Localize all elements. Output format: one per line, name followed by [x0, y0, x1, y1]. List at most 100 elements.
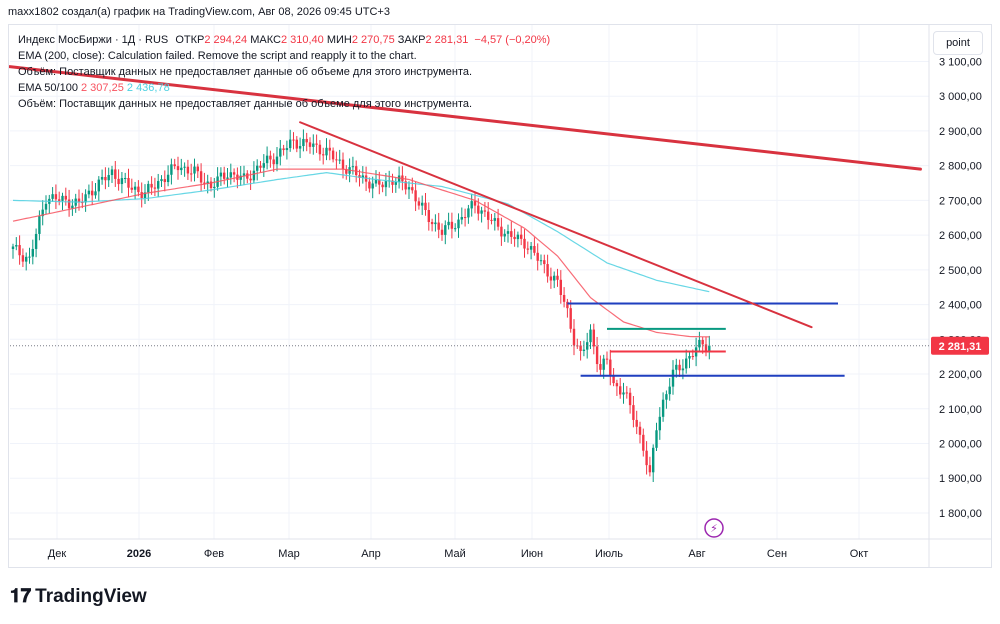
- candle-body: [107, 175, 110, 181]
- y-tick-label: 2 000,00: [939, 438, 982, 450]
- candle-body: [269, 155, 272, 160]
- candle-body: [226, 177, 229, 179]
- y-tick-label: 2 900,00: [939, 126, 982, 138]
- legend-change: −4,57 (−0,20%): [474, 34, 551, 46]
- candle-body: [460, 217, 463, 220]
- candle-body: [434, 222, 437, 225]
- candle-body: [427, 210, 430, 223]
- legend-close: 2 281,31: [425, 34, 469, 46]
- candle-body: [473, 201, 477, 206]
- candle-body: [305, 138, 308, 143]
- candle-body: [25, 256, 28, 262]
- candle-body: [15, 245, 18, 247]
- point-button[interactable]: point: [933, 31, 983, 55]
- candle-body: [381, 184, 384, 188]
- candle-body: [407, 187, 411, 190]
- candle-body: [493, 218, 496, 221]
- candlestick-chart[interactable]: 1 800,00 1 900,00 2 000,00 2 100,00 2 200,00…: [9, 25, 992, 568]
- candle-body: [173, 164, 176, 167]
- candle-body: [612, 375, 615, 384]
- candle-body: [199, 171, 203, 183]
- candle-body: [193, 166, 196, 174]
- candle-body: [206, 181, 209, 184]
- x-tick-label: Апр: [361, 548, 380, 560]
- candle-body: [58, 199, 61, 201]
- candle-body: [487, 211, 490, 220]
- candle-body: [454, 228, 457, 230]
- candle-body: [285, 148, 289, 151]
- tradingview-logo-text: TradingView: [35, 586, 147, 607]
- candle-body: [444, 225, 447, 235]
- candle-body: [292, 139, 295, 141]
- tradingview-logo[interactable]: 𝟏𝟕 TradingView: [10, 585, 147, 608]
- candle-body: [91, 190, 94, 196]
- x-tick-label: Июль: [595, 548, 623, 560]
- candle-body: [124, 177, 127, 179]
- candle-body: [378, 179, 381, 185]
- candle-body: [302, 138, 305, 147]
- candle-body: [54, 194, 58, 200]
- candle-body: [589, 329, 592, 343]
- legend-open: 2 294,24: [204, 34, 248, 46]
- candle-body: [229, 172, 232, 178]
- candle-body: [483, 210, 487, 212]
- candle-body: [246, 173, 249, 179]
- candle-body: [421, 202, 424, 206]
- candle-body: [318, 144, 322, 155]
- candle-body: [41, 209, 44, 217]
- tradingview-logo-icon: 𝟏𝟕: [10, 585, 32, 607]
- candle-body: [490, 219, 493, 221]
- x-tick-label: Окт: [850, 548, 869, 560]
- candle-body: [328, 147, 331, 151]
- candle-body: [100, 176, 104, 180]
- candle-body: [157, 181, 160, 189]
- candle-body: [331, 150, 335, 160]
- candle-body: [516, 234, 520, 240]
- candle-body: [526, 248, 529, 250]
- candle-body: [166, 174, 170, 183]
- legend-ema50-value: 2 307,25: [81, 82, 124, 94]
- legend-symbol: Индекс МосБиржи · 1Д · RUS: [18, 34, 169, 46]
- x-tick-label: Фев: [204, 548, 224, 560]
- candle-body: [120, 178, 124, 185]
- candle-body: [28, 256, 31, 258]
- candle-body: [655, 430, 658, 448]
- candle-body: [553, 275, 556, 281]
- candle-body: [417, 201, 421, 206]
- candle-body: [84, 194, 87, 203]
- chart-frame: [8, 24, 992, 568]
- candle-body: [272, 159, 275, 165]
- candle-body: [130, 187, 133, 190]
- candle-body: [34, 233, 38, 249]
- candle-body: [605, 358, 609, 360]
- candle-body: [275, 156, 279, 165]
- candle-body: [645, 450, 648, 466]
- candle-body: [513, 236, 516, 240]
- candle-body: [67, 199, 71, 209]
- candle-body: [61, 195, 64, 201]
- candle-body: [685, 358, 688, 369]
- candle-body: [232, 172, 236, 175]
- candle-body: [127, 177, 130, 188]
- candle-body: [87, 190, 91, 195]
- candle-body: [414, 190, 417, 202]
- legend-ema-row: EMA 50/100 2 307,25 2 436,78: [18, 80, 170, 96]
- candle-body: [648, 465, 652, 473]
- candle-body: [638, 426, 642, 435]
- candle-body: [368, 181, 371, 189]
- candle-body: [642, 434, 645, 451]
- long-trendline[interactable]: [9, 65, 922, 171]
- candle-body: [338, 159, 341, 161]
- candle-body: [11, 246, 15, 250]
- event-marker-icon[interactable]: [704, 518, 724, 538]
- candle-body: [391, 180, 394, 185]
- candle-body: [249, 178, 252, 181]
- x-tick-label: Авг: [688, 548, 705, 560]
- short-trendline[interactable]: [299, 121, 813, 329]
- candle-body: [150, 183, 153, 188]
- candle-body: [64, 195, 67, 200]
- candle-body: [312, 143, 315, 147]
- candle-body: [569, 308, 572, 329]
- candle-body: [44, 203, 48, 210]
- legend-volume-1: Объём: Поставщик данных не предоставляет…: [18, 66, 473, 78]
